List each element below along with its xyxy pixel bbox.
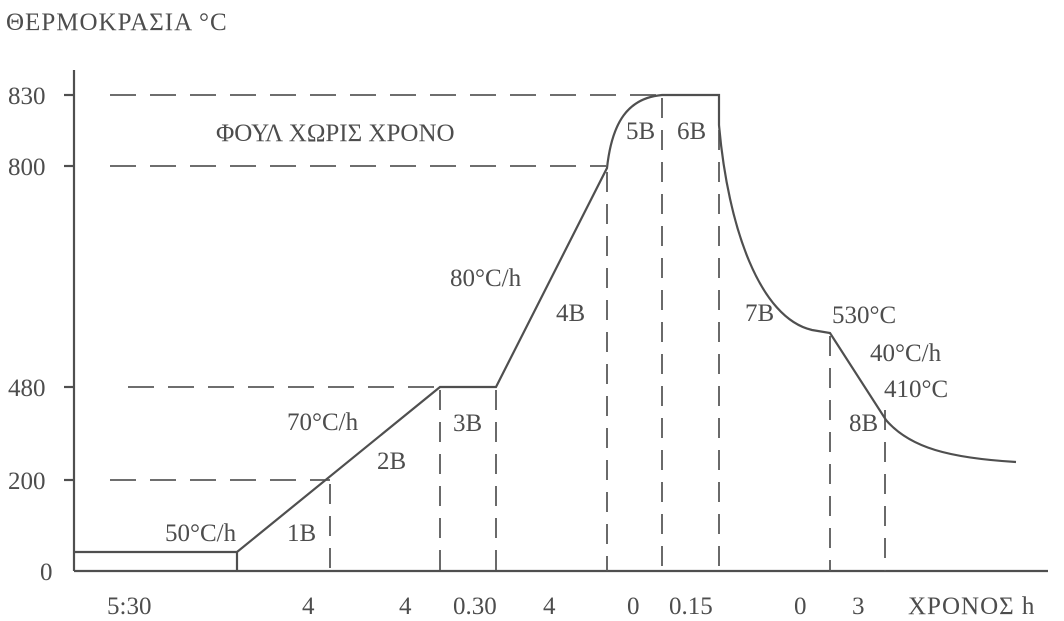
stage-label: 6B — [677, 118, 706, 145]
y-tick-label: 800 — [8, 154, 46, 181]
temperature-curve — [74, 93, 1017, 571]
stage-separators — [329, 98, 886, 571]
rate-label-1: 50°C/h — [165, 520, 237, 547]
rate-label-2: 70°C/h — [287, 409, 359, 436]
stage-label: 7B — [745, 300, 774, 327]
x-time-label: 4 — [543, 593, 556, 620]
x-time-label: 0.15 — [669, 593, 713, 620]
y-tick-label: 0 — [40, 559, 53, 586]
y-tick-label: 200 — [8, 468, 46, 495]
temp-label-530: 530°C — [832, 302, 896, 329]
y-tick-label: 480 — [8, 375, 46, 402]
stage-label: 4B — [556, 300, 585, 327]
temp-label-410: 410°C — [884, 376, 948, 403]
rate-label-4: 80°C/h — [450, 265, 522, 292]
x-time-label: 0 — [627, 593, 640, 620]
y-tick-marks — [64, 93, 74, 482]
y-axis-title: ΘΕΡΜΟΚΡΑΣΙΑ °C — [6, 9, 228, 36]
x-axis-title: ΧΡΟΝΟΣ h — [908, 593, 1035, 620]
x-time-label: 4 — [399, 593, 412, 620]
stage-label: 1B — [287, 520, 316, 547]
furnace-note: ΦΟΥΛ ΧΩΡΙΣ ΧΡΟΝΟ — [216, 120, 455, 147]
x-time-label: 5:30 — [107, 593, 151, 620]
stage-label: 8B — [849, 410, 878, 437]
stage-label: 3B — [453, 410, 482, 437]
x-time-label: 3 — [852, 593, 865, 620]
stage-label: 2B — [377, 448, 406, 475]
x-time-label: 4 — [302, 593, 315, 620]
rate-label-8: 40°C/h — [870, 340, 942, 367]
stage-label: 5B — [626, 118, 655, 145]
x-time-label: 0.30 — [453, 593, 497, 620]
y-tick-label: 830 — [8, 83, 46, 110]
x-time-label: 0 — [794, 593, 807, 620]
